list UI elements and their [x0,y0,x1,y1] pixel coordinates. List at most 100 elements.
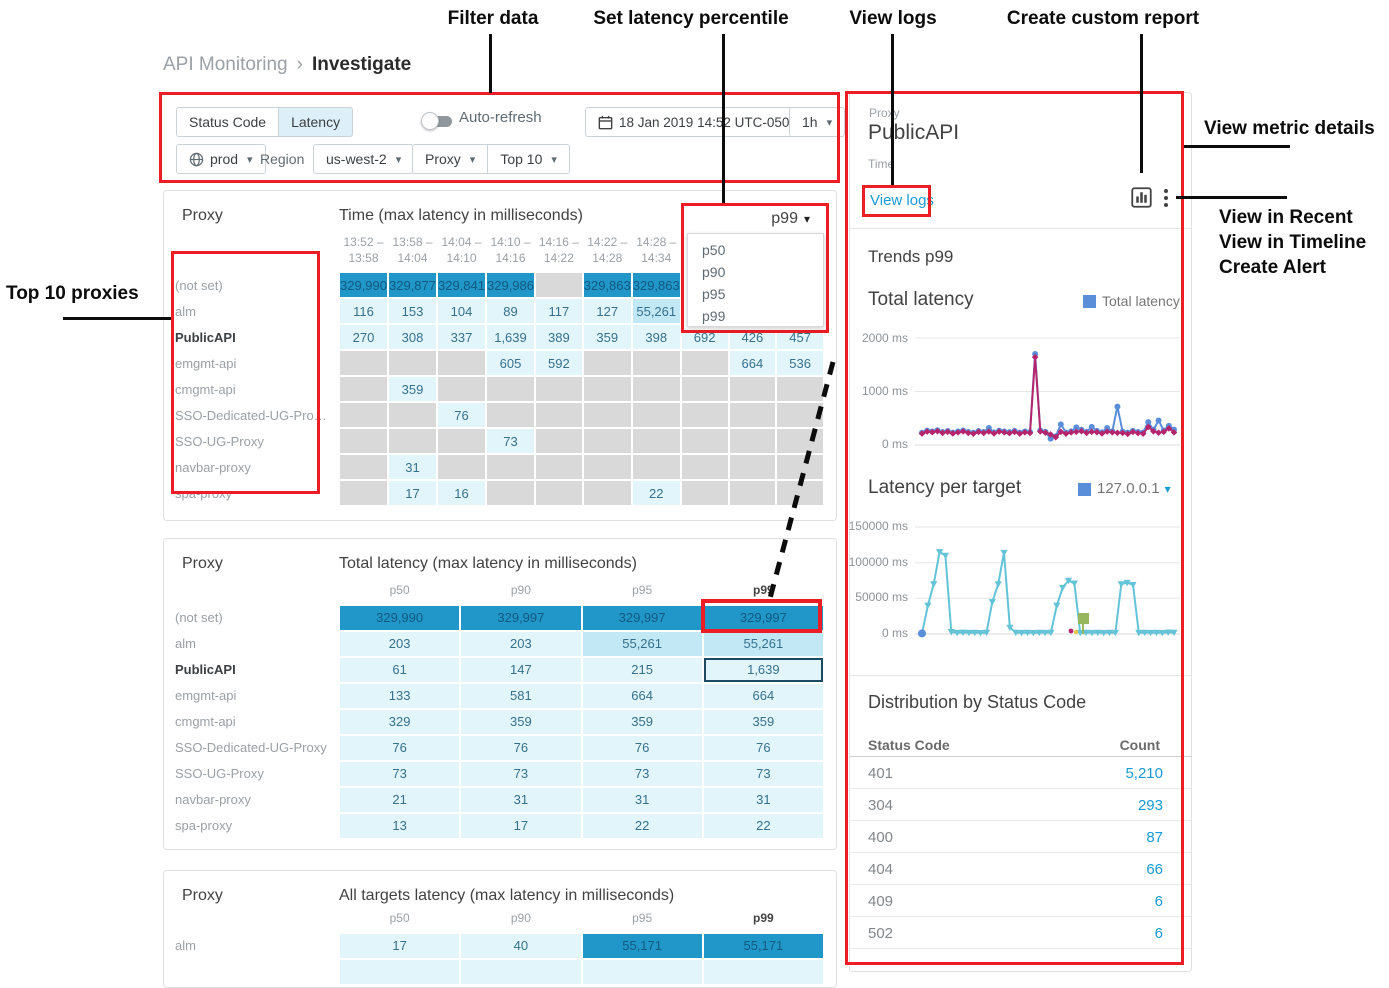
matrix-cell[interactable] [340,481,387,506]
matrix-cell[interactable] [632,403,680,428]
percentile-option[interactable]: p99 [702,308,726,324]
matrix-cell[interactable] [583,403,631,428]
matrix-cell[interactable] [681,351,728,376]
breadcrumb-section[interactable]: API Monitoring [163,54,288,75]
matrix-cell[interactable] [340,455,387,480]
matrix-cell[interactable]: 73 [703,761,823,786]
matrix-cell[interactable] [632,377,680,402]
matrix-cell[interactable] [536,429,582,454]
matrix-cell[interactable] [777,403,823,428]
matrix-cell[interactable] [583,377,631,402]
matrix-cell[interactable]: 664 [729,351,776,376]
matrix-cell[interactable]: 31 [389,455,436,480]
matrix-cell[interactable]: 581 [461,683,581,708]
matrix-cell[interactable] [340,351,387,376]
auto-refresh-toggle[interactable] [421,112,452,130]
matrix-cell[interactable]: 329,841 [438,273,485,298]
matrix-cell[interactable]: 329,863 [583,273,631,298]
matrix-cell[interactable] [729,429,776,454]
matrix-cell[interactable]: 22 [703,813,823,838]
matrix-cell[interactable]: 76 [703,735,823,760]
matrix-cell[interactable]: 21 [340,787,460,812]
matrix-cell[interactable]: 55,261 [632,299,680,324]
tab-latency[interactable]: Latency [278,107,354,137]
datetime-picker[interactable]: 18 Jan 2019 14:52 UTC-0500 [585,107,810,137]
matrix-cell[interactable] [681,403,728,428]
matrix-cell[interactable] [583,455,631,480]
matrix-cell[interactable] [487,481,534,506]
status-count-link[interactable]: 66 [1146,861,1163,878]
matrix-cell[interactable] [729,481,776,506]
matrix-cell[interactable] [487,403,534,428]
dimension-dropdown[interactable]: Proxy [412,144,489,174]
matrix-cell[interactable]: 76 [582,735,702,760]
matrix-cell[interactable]: 398 [632,325,680,350]
matrix-cell[interactable]: 215 [582,657,702,682]
matrix-cell[interactable]: 329,877 [389,273,436,298]
matrix-cell[interactable]: 1,639 [487,325,534,350]
matrix-cell[interactable]: 76 [340,735,460,760]
matrix-cell[interactable]: 31 [461,787,581,812]
matrix-cell[interactable]: 359 [461,709,581,734]
percentile-option[interactable]: p90 [702,264,726,280]
matrix-cell[interactable]: 203 [461,631,581,656]
matrix-cell[interactable] [681,455,728,480]
matrix-cell[interactable] [536,377,582,402]
matrix-cell[interactable] [340,403,387,428]
interval-dropdown[interactable]: 1h [789,107,846,137]
matrix-cell[interactable]: 664 [582,683,702,708]
matrix-cell[interactable]: 73 [582,761,702,786]
matrix-cell[interactable]: 116 [340,299,387,324]
matrix-cell[interactable] [729,377,776,402]
status-count-link[interactable]: 6 [1154,893,1163,910]
matrix-cell[interactable] [583,351,631,376]
matrix-cell[interactable] [536,403,582,428]
percentile-option[interactable]: p50 [702,242,726,258]
matrix-cell[interactable]: 16 [438,481,485,506]
matrix-cell[interactable]: 153 [389,299,436,324]
matrix-cell[interactable] [729,403,776,428]
matrix-cell[interactable]: 536 [777,351,823,376]
matrix-cell[interactable]: 31 [703,787,823,812]
metric-details-icon[interactable] [1131,187,1152,208]
matrix-cell[interactable]: 389 [536,325,582,350]
matrix-cell[interactable] [729,455,776,480]
matrix-cell[interactable]: 203 [340,631,460,656]
matrix-cell[interactable]: 17 [461,813,581,838]
matrix-cell[interactable] [487,377,534,402]
status-count-link[interactable]: 5,210 [1125,765,1163,782]
matrix-cell[interactable]: 147 [461,657,581,682]
region-dropdown[interactable]: us-west-2 [313,144,415,174]
matrix-cell[interactable] [487,455,534,480]
percentile-option[interactable]: p95 [702,286,726,302]
matrix-cell[interactable] [438,377,485,402]
matrix-cell[interactable] [777,455,823,480]
matrix-cell[interactable]: 329 [340,709,460,734]
matrix-cell[interactable] [632,455,680,480]
matrix-cell[interactable]: 664 [703,683,823,708]
matrix-cell[interactable]: 22 [582,813,702,838]
matrix-cell[interactable] [438,455,485,480]
target-selector[interactable]: 127.0.0.1 [1097,480,1171,497]
matrix-cell[interactable] [389,403,436,428]
matrix-cell[interactable]: 127 [583,299,631,324]
kebab-menu-icon[interactable] [1164,189,1168,207]
matrix-cell[interactable]: 13 [340,813,460,838]
matrix-cell[interactable] [536,273,582,298]
matrix-cell[interactable]: 117 [536,299,582,324]
matrix-cell[interactable] [389,351,436,376]
matrix-cell[interactable]: 55,171 [582,933,702,958]
matrix-cell[interactable]: 31 [582,787,702,812]
matrix-cell[interactable] [583,481,631,506]
matrix-cell[interactable]: 329,990 [340,605,460,630]
matrix-cell[interactable] [536,455,582,480]
matrix-cell[interactable]: 359 [389,377,436,402]
matrix-cell[interactable] [583,429,631,454]
matrix-cell[interactable]: 270 [340,325,387,350]
matrix-cell[interactable]: 337 [438,325,485,350]
matrix-cell[interactable] [681,377,728,402]
matrix-cell[interactable]: 73 [340,761,460,786]
matrix-cell[interactable]: 329,990 [340,273,387,298]
tab-status-code[interactable]: Status Code [176,107,280,137]
percentile-selected[interactable]: p99 [771,210,810,228]
